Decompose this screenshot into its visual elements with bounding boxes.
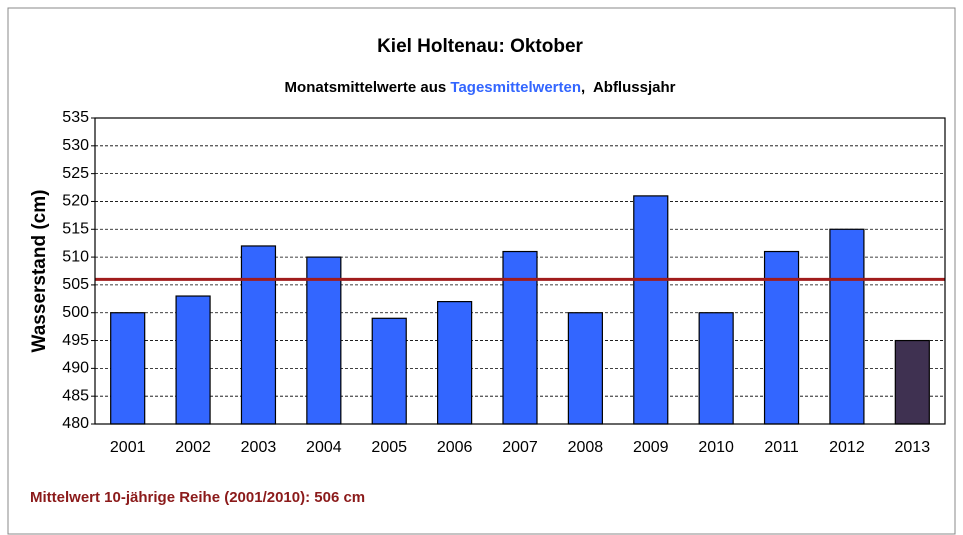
y-tick-label: 510 bbox=[62, 248, 89, 265]
y-axis-label: Wasserstand (cm) bbox=[29, 190, 50, 353]
bar bbox=[502, 250, 538, 425]
bar bbox=[306, 256, 342, 425]
footnote: Mittelwert 10-jährige Reihe (2001/2010):… bbox=[30, 489, 365, 506]
bar bbox=[567, 312, 603, 425]
x-tick-label: 2004 bbox=[306, 439, 342, 456]
bar bbox=[110, 312, 146, 425]
x-tick-label: 2007 bbox=[502, 439, 538, 456]
x-tick-label: 2011 bbox=[764, 439, 799, 456]
y-tick-label: 505 bbox=[62, 276, 89, 293]
y-tick-label: 515 bbox=[62, 220, 89, 237]
bar bbox=[437, 301, 473, 425]
x-tick-label: 2003 bbox=[241, 439, 277, 456]
x-tick-label: 2009 bbox=[633, 439, 669, 456]
subtitle-part: , Abflussjahr bbox=[581, 79, 676, 96]
bar bbox=[175, 295, 211, 425]
x-tick-label: 2006 bbox=[437, 439, 473, 456]
y-tick-label: 480 bbox=[62, 415, 89, 432]
x-tick-label: 2005 bbox=[371, 439, 407, 456]
x-tick-label: 2010 bbox=[698, 439, 734, 456]
bar bbox=[829, 228, 865, 425]
chart-subtitle: Monatsmittelwerte aus Tagesmittelwerten,… bbox=[285, 79, 676, 96]
x-tick-label: 2008 bbox=[568, 439, 604, 456]
y-tick-label: 530 bbox=[62, 137, 89, 154]
y-tick-label: 525 bbox=[62, 165, 89, 182]
bar bbox=[698, 312, 734, 425]
bar bbox=[240, 245, 277, 425]
x-tick-label: 2012 bbox=[829, 439, 865, 456]
bar bbox=[633, 195, 669, 425]
y-tick-label: 500 bbox=[62, 304, 89, 321]
bar bbox=[763, 250, 800, 425]
x-tick-label: 2002 bbox=[175, 439, 211, 456]
x-tick-label: 2001 bbox=[110, 439, 146, 456]
subtitle-part: Monatsmittelwerte aus bbox=[285, 79, 451, 96]
x-tick-label: 2013 bbox=[895, 439, 931, 456]
y-tick-label: 520 bbox=[62, 193, 89, 210]
y-tick-label: 485 bbox=[62, 387, 89, 404]
y-tick-label: 535 bbox=[62, 109, 89, 126]
subtitle-part: Tagesmittelwerten bbox=[450, 79, 581, 96]
y-tick-label: 495 bbox=[62, 332, 89, 349]
y-tick-label: 490 bbox=[62, 360, 89, 377]
bar bbox=[894, 339, 930, 425]
chart-title: Kiel Holtenau: Oktober bbox=[377, 36, 583, 57]
bar bbox=[371, 317, 407, 425]
plot-border bbox=[94, 117, 946, 425]
